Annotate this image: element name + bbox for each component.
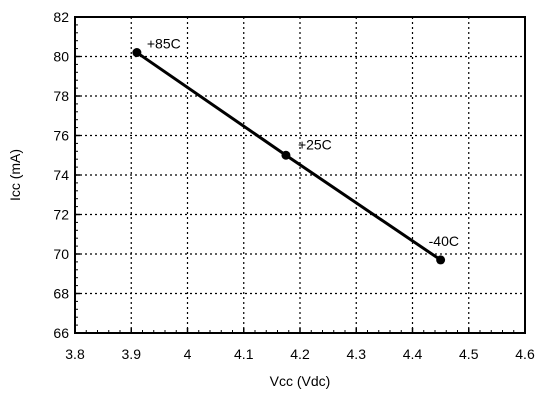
data-point [132,48,142,58]
x-tick-label: 4.3 [347,346,367,362]
x-tick-label: 4.4 [403,346,423,362]
x-tick-label: 4.2 [290,346,310,362]
y-tick-label: 80 [53,49,69,65]
y-tick-label: 72 [53,207,69,223]
y-tick-label: 82 [53,9,69,25]
x-tick-label: 3.8 [65,346,85,362]
series: +85C +25C -40C [132,36,459,265]
y-tick-label: 76 [53,128,69,144]
y-axis-label: Icc (mA) [7,149,23,201]
y-tick-label: 70 [53,246,69,262]
grid [75,17,525,333]
x-axis-label: Vcc (Vdc) [270,373,331,389]
x-tick-label: 4.6 [515,346,535,362]
data-label: +85C [147,36,181,52]
y-tick-label: 78 [53,88,69,104]
y-tick-label: 68 [53,286,69,302]
data-label: -40C [429,233,459,249]
data-point [281,150,291,160]
x-tick-label: 4.1 [234,346,254,362]
y-tick-label: 74 [53,167,69,183]
data-label: +25C [298,136,332,152]
axis-ticks: 3.8 3.9 4 4.1 4.2 4.3 4.4 4.5 4.6 66 68 70 72 74 76 78 8… [53,9,535,362]
x-tick-label: 3.9 [122,346,142,362]
data-point [436,255,446,265]
x-tick-label: 4.5 [459,346,479,362]
y-tick-label: 66 [53,325,69,341]
x-tick-label: 4 [184,346,192,362]
